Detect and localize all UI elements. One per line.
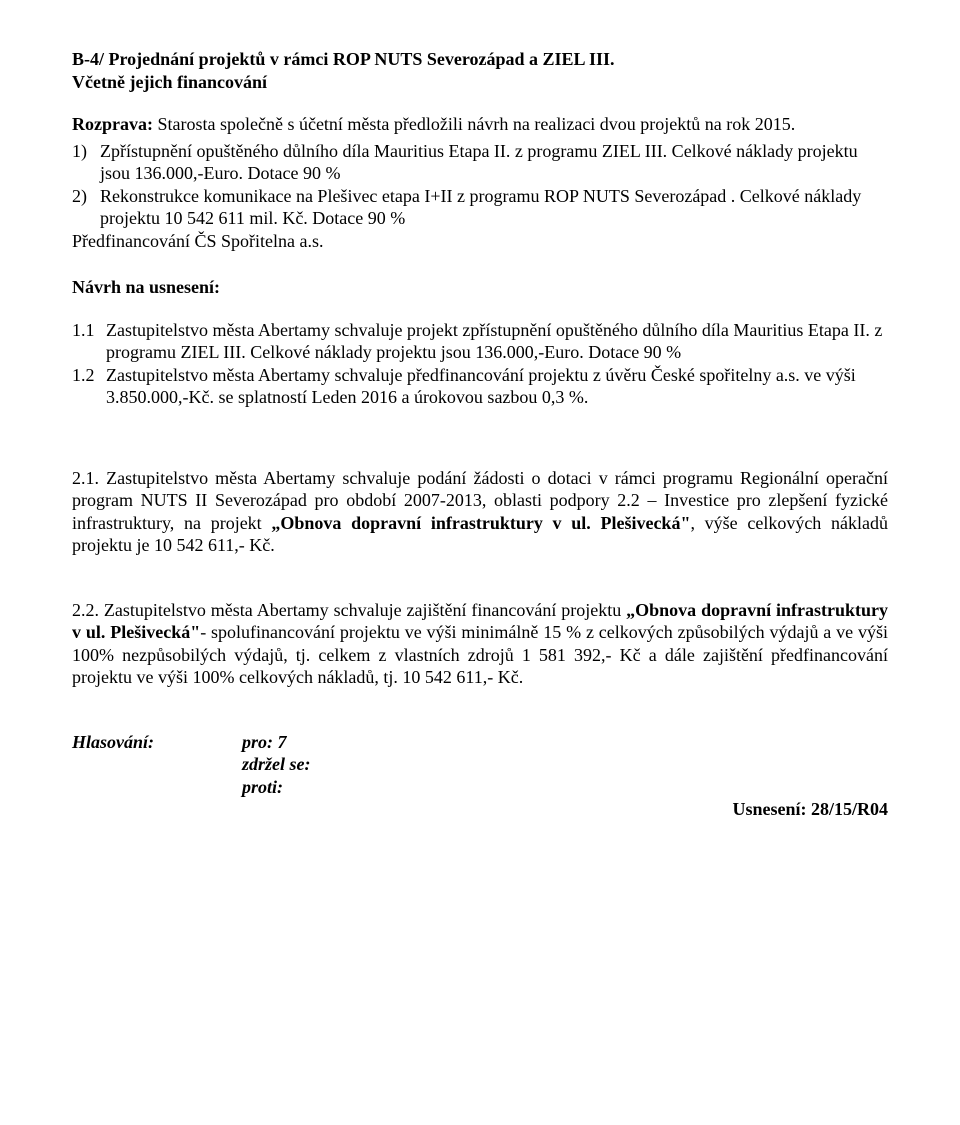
heading-line-2: Včetně jejich financování bbox=[72, 71, 888, 94]
item-text: Zpřístupnění opuštěného důlního díla Mau… bbox=[100, 140, 888, 185]
predfinancovani-line: Předfinancování ČS Spořitelna a.s. bbox=[72, 230, 888, 253]
numbered-item-2: 2) Rekonstrukce komunikace na Plešivec e… bbox=[72, 185, 888, 230]
navrh-number: 1.1 bbox=[72, 319, 106, 364]
p22-prefix: 2.2. Zastupitelstvo města Abertamy schva… bbox=[72, 600, 626, 620]
item-text: Rekonstrukce komunikace na Plešivec etap… bbox=[100, 185, 888, 230]
navrh-text: Zastupitelstvo města Abertamy schvaluje … bbox=[106, 319, 888, 364]
hlasovani-block: Hlasování: pro: 7 zdržel se: proti: bbox=[72, 731, 888, 799]
paragraph-2-1: 2.1. Zastupitelstvo města Abertamy schva… bbox=[72, 467, 888, 557]
item-number: 1) bbox=[72, 140, 100, 185]
rozprava-label: Rozprava: bbox=[72, 114, 153, 134]
hlasovani-label: Hlasování: bbox=[72, 732, 154, 752]
hlasovani-pro: pro: 7 bbox=[242, 731, 287, 754]
numbered-item-1: 1) Zpřístupnění opuštěného důlního díla … bbox=[72, 140, 888, 185]
paragraph-2-2: 2.2. Zastupitelstvo města Abertamy schva… bbox=[72, 599, 888, 689]
navrh-na-usneseni-label: Návrh na usnesení: bbox=[72, 276, 888, 299]
heading-line-1: B-4/ Projednání projektů v rámci ROP NUT… bbox=[72, 48, 888, 71]
usneseni-line: Usnesení: 28/15/R04 bbox=[72, 798, 888, 821]
navrh-item-1-1: 1.1 Zastupitelstvo města Abertamy schval… bbox=[72, 319, 888, 364]
hlasovani-zdrzel: zdržel se: bbox=[242, 753, 311, 776]
hlasovani-proti: proti: bbox=[242, 776, 283, 799]
rozprava-text: Starosta společně s účetní města předlož… bbox=[153, 114, 795, 134]
navrh-item-1-2: 1.2 Zastupitelstvo města Abertamy schval… bbox=[72, 364, 888, 409]
heading-block: B-4/ Projednání projektů v rámci ROP NUT… bbox=[72, 48, 888, 93]
navrh-number: 1.2 bbox=[72, 364, 106, 409]
document-page: B-4/ Projednání projektů v rámci ROP NUT… bbox=[0, 0, 960, 869]
navrh-text: Zastupitelstvo města Abertamy schvaluje … bbox=[106, 364, 888, 409]
rozprava-paragraph: Rozprava: Starosta společně s účetní měs… bbox=[72, 113, 888, 136]
p21-bold: „Obnova dopravní infrastruktury v ul. Pl… bbox=[271, 513, 690, 533]
item-number: 2) bbox=[72, 185, 100, 230]
